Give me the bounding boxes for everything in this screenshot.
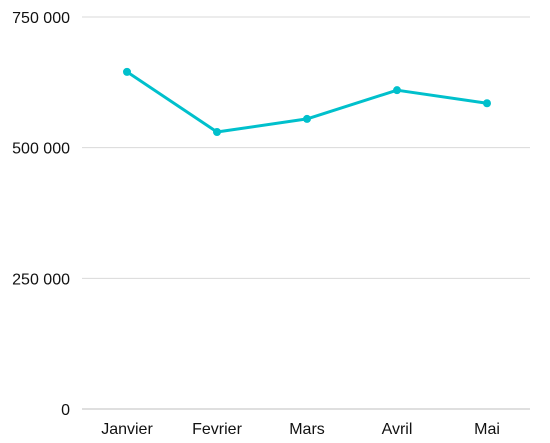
series-line [125, 70, 489, 134]
x-category-label: Avril [382, 421, 413, 438]
x-axis-categories: Janvier Fevrier Mars Avril Mai [101, 421, 500, 438]
y-axis-ticks: 0 250 000 500 000 750 000 [12, 10, 70, 419]
x-category-label: Janvier [101, 421, 153, 438]
data-point [393, 86, 401, 95]
series-layer [123, 67, 491, 136]
x-category-label: Fevrier [192, 421, 242, 438]
data-point [123, 67, 131, 76]
x-category-label: Mai [474, 421, 500, 438]
x-category-label: Mars [289, 421, 325, 438]
y-tick-label: 0 [61, 402, 70, 419]
data-point [303, 114, 311, 123]
data-point [483, 99, 491, 108]
data-point [213, 127, 221, 136]
y-tick-label: 500 000 [12, 141, 70, 158]
y-tick-label: 250 000 [12, 271, 70, 288]
y-tick-label: 750 000 [12, 10, 70, 27]
gridlines [82, 16, 530, 410]
